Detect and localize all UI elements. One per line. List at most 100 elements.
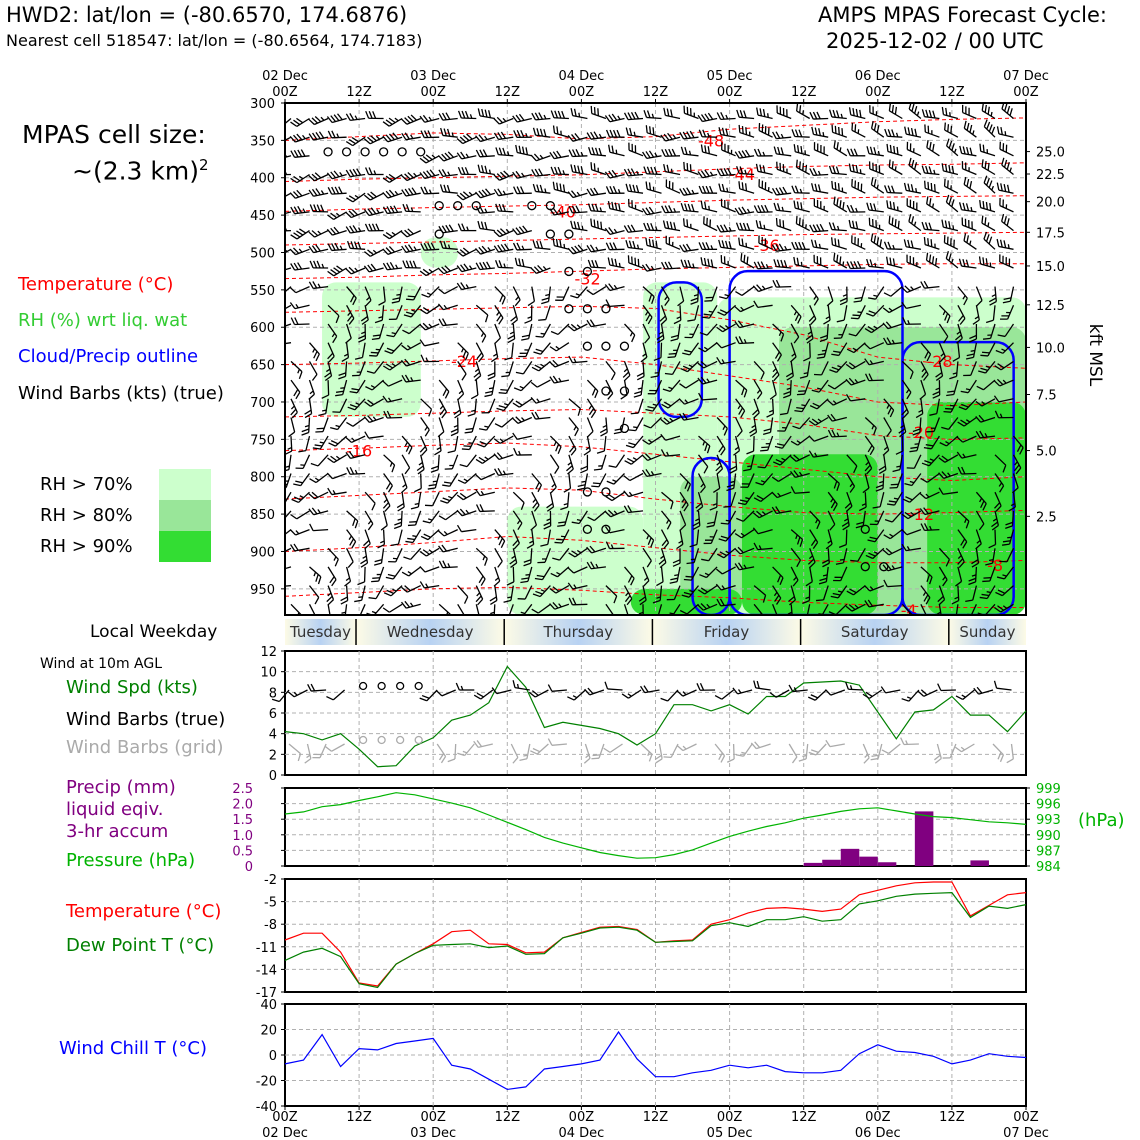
wind-barb [823, 305, 831, 325]
wind-barb [605, 491, 625, 502]
barb-staff [762, 473, 774, 486]
barb-full [546, 502, 554, 509]
barb-full [661, 403, 669, 409]
barb-full [422, 114, 429, 122]
barb-staff [512, 286, 521, 301]
barb-full [593, 107, 596, 115]
barb-full [837, 239, 840, 248]
wind-barb [590, 105, 607, 120]
barb-half [743, 338, 747, 344]
barb-half [540, 332, 545, 335]
barb-full [677, 300, 685, 307]
barb-half [580, 151, 584, 157]
barb-full [727, 167, 732, 176]
barb-full [346, 467, 351, 475]
barb-half [507, 596, 512, 599]
barb-full [868, 161, 871, 170]
barb-staff [628, 262, 644, 269]
barb-half [702, 441, 706, 446]
wind-barb [699, 323, 718, 336]
wind-barb [624, 566, 635, 586]
barb-half [300, 464, 305, 466]
wind-barb [308, 230, 329, 238]
barb-full [963, 374, 971, 377]
barb-full [925, 597, 931, 605]
barb-half [813, 295, 817, 300]
wind-barb [503, 585, 514, 603]
barb-half [942, 310, 946, 316]
wind-barb [718, 127, 736, 138]
barb-half [879, 480, 884, 484]
barb-half [536, 398, 540, 403]
wind-barb [975, 430, 996, 439]
wind-barb [456, 191, 477, 201]
barb-full [596, 450, 605, 454]
barb-full [810, 239, 815, 248]
barb-full [857, 238, 859, 246]
barb-full [764, 126, 767, 134]
barb-full [1002, 464, 1007, 473]
wind-barb [938, 454, 959, 463]
barb-full [996, 182, 1000, 191]
barb-full [869, 105, 871, 113]
barb-half [279, 517, 283, 521]
barb-full [988, 236, 993, 245]
barb-full [441, 112, 447, 121]
barb-staff [486, 417, 496, 431]
wind-barb [872, 492, 885, 509]
barb-staff [871, 127, 885, 138]
barb-full [550, 486, 557, 494]
barb-full [410, 114, 417, 121]
barb-half [758, 612, 762, 615]
barb-full [683, 161, 686, 170]
barb-full [623, 112, 629, 120]
barb-full [380, 524, 388, 531]
barb-full [364, 543, 371, 550]
wind-barb [416, 454, 425, 475]
wind-barb [884, 128, 903, 138]
barb-half [865, 461, 870, 466]
barb-half [962, 295, 966, 300]
wind-barb [346, 529, 357, 549]
barb-full [1006, 184, 1010, 193]
wind-barb [679, 510, 687, 531]
wind-barb [530, 264, 551, 275]
barb-half [558, 209, 562, 214]
barb-full [442, 484, 450, 487]
barb-full [296, 133, 303, 141]
barb-staff [980, 416, 996, 423]
barb-half [745, 242, 748, 248]
barb-full [796, 145, 800, 153]
barb-staff [716, 473, 721, 489]
barb-full [773, 146, 777, 155]
barb-staff [965, 398, 977, 411]
barb-full [501, 297, 506, 305]
barb-full [829, 523, 836, 531]
barb-full [656, 334, 664, 340]
top-hour-label: 00Z [1013, 85, 1039, 100]
wind-barb [829, 109, 847, 120]
wind-barb [438, 224, 458, 234]
barb-staff [524, 585, 533, 600]
barb-full [295, 612, 300, 615]
wind-barb [796, 379, 811, 396]
barb-half [488, 169, 491, 174]
barb-full [1006, 218, 1010, 226]
wind-barb [363, 191, 384, 201]
wind-barb [567, 244, 588, 255]
barb-full [442, 560, 447, 568]
barb-full [512, 228, 518, 235]
wind-barb [972, 305, 980, 325]
barb-staff [332, 472, 347, 480]
barb-half [807, 331, 812, 335]
barb-half [651, 113, 655, 119]
barb-full [404, 132, 410, 140]
barb-full [660, 449, 666, 457]
barb-staff [564, 510, 570, 526]
barb-staff [919, 417, 922, 433]
barb-staff [401, 492, 405, 508]
barb-full [884, 518, 893, 523]
barb-staff [1001, 108, 1014, 119]
wind-barb [828, 165, 847, 176]
barb-full [456, 152, 463, 160]
